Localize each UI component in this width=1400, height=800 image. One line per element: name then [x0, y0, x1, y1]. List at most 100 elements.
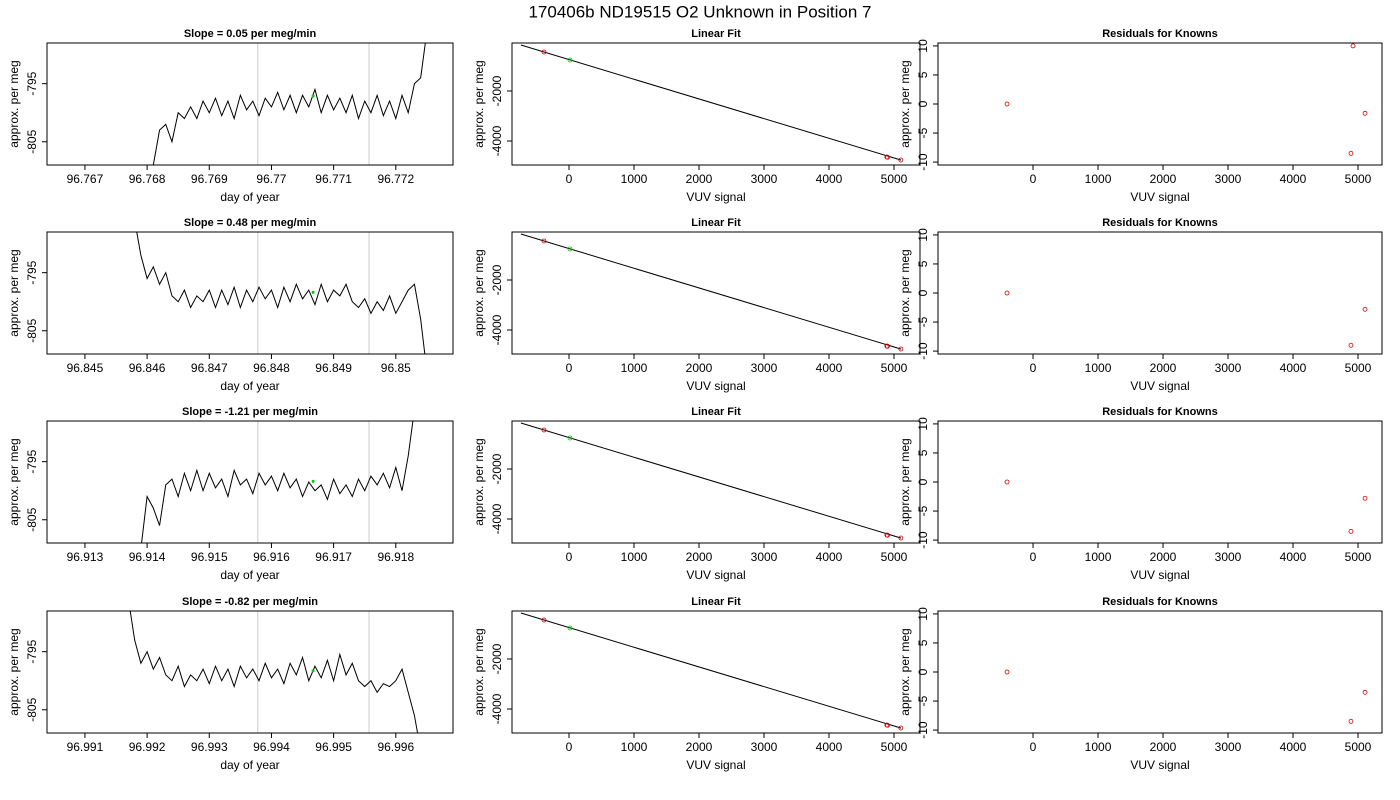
x-tick-label: 3000: [1215, 361, 1242, 375]
panel-title: Residuals for Knowns: [1102, 28, 1218, 40]
panel-title: Linear Fit: [691, 406, 741, 418]
x-tick-label: 1000: [1085, 172, 1112, 186]
x-tick-label: 2000: [686, 361, 713, 375]
data-line: [129, 611, 419, 733]
x-tick-label: 1000: [1085, 740, 1112, 754]
y-tick-label: -4000: [490, 125, 504, 156]
point: [541, 427, 547, 433]
point: [1362, 495, 1368, 501]
point: [1350, 43, 1356, 49]
plot-frame: [937, 42, 1383, 166]
y-tick-label: 5: [916, 260, 930, 267]
x-tick-label: 5000: [1345, 740, 1372, 754]
y-axis-label: approx. per meg: [7, 438, 21, 525]
plot-frame: [46, 42, 454, 166]
x-tick-label: 2000: [1150, 550, 1177, 564]
y-tick-label: 5: [916, 449, 930, 456]
x-tick-label: 0: [1030, 172, 1037, 186]
data-line: [141, 421, 414, 543]
x-tick-label: 96.849: [315, 361, 352, 375]
x-tick-label: 0: [566, 740, 573, 754]
plot-frame: [46, 420, 454, 544]
point: [898, 157, 904, 163]
x-tick-label: 96.77: [256, 172, 286, 186]
point: [885, 343, 890, 349]
panel: [520, 422, 904, 541]
panel: [1004, 479, 1368, 534]
y-tick-label: 10: [916, 228, 930, 242]
highlight-point: [311, 479, 315, 483]
x-tick-label: 96.848: [253, 361, 290, 375]
x-tick-label: 96.991: [67, 740, 104, 754]
panel-title: Slope = 0.48 per meg/min: [184, 217, 317, 229]
x-tick-label: 3000: [751, 740, 778, 754]
x-tick-label: 3000: [1215, 550, 1242, 564]
x-tick-label: 5000: [881, 361, 908, 375]
y-tick-label: -5: [916, 695, 930, 706]
y-tick-label: -2000: [490, 453, 504, 484]
point: [1004, 101, 1010, 107]
fit-line: [520, 44, 902, 161]
x-tick-label: 96.845: [67, 361, 104, 375]
panel-title: Slope = -0.82 per meg/min: [182, 596, 318, 608]
point: [1348, 718, 1354, 724]
y-tick-label: 0: [916, 478, 930, 485]
y-axis-label: approx. per meg: [898, 628, 912, 715]
x-tick-label: 3000: [1215, 740, 1242, 754]
panel-title: Slope = -1.21 per meg/min: [182, 406, 318, 418]
y-tick-label: -10: [916, 153, 930, 171]
x-tick-label: 4000: [816, 550, 843, 564]
x-tick-label: 1000: [621, 172, 648, 186]
x-tick-label: 96.995: [315, 740, 352, 754]
y-tick-label: -805: [25, 697, 39, 721]
panel: [1004, 669, 1368, 724]
point: [567, 625, 573, 631]
x-axis-label: day of year: [220, 379, 279, 393]
y-tick-label: -805: [25, 129, 39, 153]
x-tick-label: 0: [1030, 740, 1037, 754]
point: [1348, 342, 1354, 348]
panel: [141, 421, 414, 543]
y-tick-label: -2000: [490, 264, 504, 295]
point: [1362, 689, 1368, 695]
fit-line: [520, 612, 902, 729]
point: [885, 532, 890, 538]
x-axis-label: day of year: [220, 190, 279, 204]
y-tick-label: 0: [916, 100, 930, 107]
panel: [1004, 43, 1368, 156]
x-axis-label: VUV signal: [1130, 190, 1189, 204]
x-tick-label: 4000: [1280, 361, 1307, 375]
point: [1004, 479, 1010, 485]
y-tick-label: 0: [916, 668, 930, 675]
point: [885, 154, 890, 160]
point: [898, 725, 904, 731]
x-axis-label: VUV signal: [686, 190, 745, 204]
x-tick-label: 96.767: [67, 172, 104, 186]
y-tick-label: 5: [916, 71, 930, 78]
x-tick-label: 96.772: [377, 172, 414, 186]
panel: [136, 232, 426, 354]
y-axis-label: approx. per meg: [898, 60, 912, 147]
y-tick-label: -2000: [490, 75, 504, 106]
x-axis-label: VUV signal: [686, 758, 745, 772]
point: [1348, 150, 1354, 156]
point: [1362, 110, 1368, 116]
y-axis-label: approx. per meg: [898, 438, 912, 525]
y-tick-label: -4000: [490, 693, 504, 724]
x-tick-label: 0: [566, 550, 573, 564]
panel: [129, 611, 419, 733]
panel: [152, 43, 426, 165]
highlight-point: [311, 94, 315, 98]
plot-frame: [937, 420, 1383, 544]
y-tick-label: 10: [916, 39, 930, 53]
plot-frame: [511, 42, 921, 166]
plot-frame: [937, 610, 1383, 734]
x-axis-label: day of year: [220, 758, 279, 772]
x-tick-label: 4000: [1280, 740, 1307, 754]
y-tick-label: -795: [25, 71, 39, 95]
x-tick-label: 1000: [1085, 361, 1112, 375]
point: [541, 49, 547, 55]
y-tick-label: -2000: [490, 643, 504, 674]
x-tick-label: 2000: [686, 740, 713, 754]
